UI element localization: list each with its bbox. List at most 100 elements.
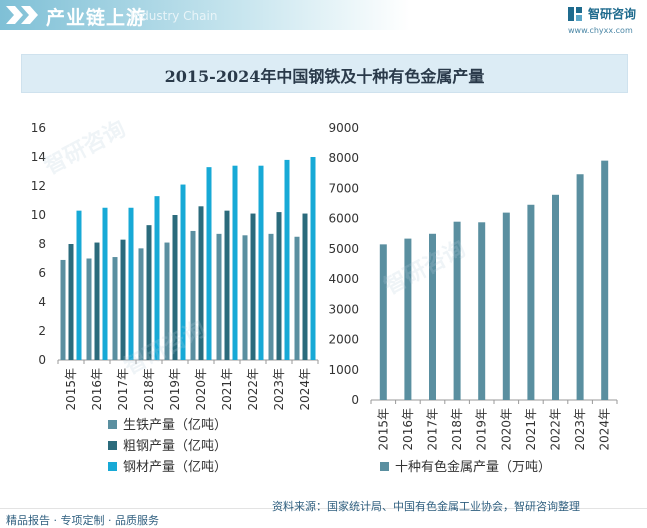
bar [206, 167, 212, 360]
y-tick-label: 4000 [328, 272, 359, 286]
y-tick-label: 10 [31, 208, 46, 222]
x-tick-label: 2024年 [598, 408, 612, 451]
bar [60, 259, 66, 360]
y-tick-label: 6 [38, 266, 46, 280]
x-tick-label: 2016年 [90, 368, 104, 411]
y-tick-label: 9000 [328, 121, 359, 135]
bar [268, 233, 274, 360]
bar [502, 212, 510, 400]
bar [379, 244, 387, 400]
chart-2: 0 1000 2000 3000 4000 5000 6000 7000 8000 9000 201… [328, 121, 618, 475]
bar [453, 221, 461, 400]
x-tick-label: 2022年 [246, 368, 260, 411]
y-tick-label: 2000 [328, 333, 359, 347]
bar [250, 213, 256, 360]
y-tick-label: 0 [38, 353, 46, 367]
bar [601, 160, 609, 400]
brand-url: www.chyxx.com [568, 26, 633, 35]
bar [258, 165, 264, 360]
chart-1: 0 2 4 6 8 10 12 14 16 2015年 2016年 2017年 2018年 2019年 20… [31, 121, 319, 475]
footer: 资料来源：国家统计局、中国有色金属工业协会，智研咨询整理 精品报告 · 专项定制… [0, 498, 647, 527]
bar [294, 236, 300, 360]
x-tick-label: 2019年 [475, 408, 489, 451]
bar [68, 244, 74, 360]
x-tick-label: 2020年 [499, 408, 513, 451]
bar [276, 212, 282, 360]
y-tick-label: 16 [31, 121, 46, 135]
bar [128, 207, 134, 360]
y-tick-label: 14 [31, 150, 46, 164]
x-tick-label: 2022年 [549, 408, 563, 451]
legend-label: 钢材产量（亿吨） [123, 460, 227, 475]
y-tick-label: 3000 [328, 302, 359, 316]
bar [224, 210, 230, 360]
bar [552, 194, 559, 400]
bar [190, 230, 196, 360]
bar [94, 242, 100, 360]
x-tick-label: 2023年 [272, 368, 286, 411]
header-watermark: Industry Chain [130, 9, 218, 23]
y-tick-label: 5000 [328, 242, 359, 256]
source-note: 资料来源：国家统计局、中国有色金属工业协会，智研咨询整理 [272, 500, 580, 513]
bar [86, 258, 92, 360]
bar [198, 206, 204, 360]
chart-title: 2015-2024年中国钢铁及十种有色金属产量 [164, 67, 485, 86]
bar [120, 239, 126, 360]
bar [138, 248, 144, 360]
x-tick-label: 2020年 [194, 368, 208, 411]
bar [404, 238, 412, 400]
bar [429, 233, 436, 400]
page-header: 产业链上游 Industry Chain 智研咨询 www.chyxx.com [0, 0, 647, 36]
legend-swatch [108, 462, 117, 471]
x-tick-label: 2015年 [64, 368, 78, 411]
legend-swatch [108, 420, 117, 429]
bar [216, 233, 222, 360]
bar [527, 204, 535, 400]
bar [576, 174, 584, 400]
x-tick-label: 2018年 [450, 408, 464, 451]
y-tick-label: 12 [31, 179, 46, 193]
bar [284, 159, 290, 360]
bar [302, 213, 308, 360]
x-tick-label: 2018年 [142, 368, 156, 411]
bar [232, 165, 238, 360]
legend-label: 粗钢产量（亿吨） [123, 439, 227, 454]
bar [146, 225, 152, 360]
services-tagline: 精品报告 · 专项定制 · 品质服务 [6, 514, 159, 527]
footer-divider [0, 508, 647, 509]
y-tick-label: 8 [38, 237, 46, 251]
y-tick-label: 2 [38, 324, 46, 338]
bar [102, 207, 108, 360]
x-tick-label: 2017年 [116, 368, 130, 411]
bar [76, 210, 82, 360]
x-tick-label: 2017年 [426, 408, 440, 451]
x-tick-label: 2015年 [376, 408, 390, 451]
y-tick-label: 7000 [328, 181, 359, 195]
legend-swatch [380, 462, 389, 471]
bar [478, 222, 486, 400]
header-band [0, 0, 410, 30]
y-tick-label: 1000 [328, 363, 359, 377]
legend-label: 生铁产量（亿吨） [123, 418, 227, 433]
brand-name: 智研咨询 [588, 7, 637, 21]
x-tick-label: 2019年 [168, 368, 182, 411]
double-chevron-icon [6, 6, 38, 24]
chart-title-box: 2015-2024年中国钢铁及十种有色金属产量 [21, 54, 628, 93]
bar [112, 257, 118, 360]
y-tick-label: 6000 [328, 212, 359, 226]
section-title: 产业链上游 [46, 7, 147, 29]
legend-label: 十种有色金属产量（万吨） [395, 459, 551, 475]
y-tick-label: 8000 [328, 151, 359, 165]
bar [154, 196, 160, 360]
legend-swatch [108, 441, 117, 450]
bar [242, 235, 248, 360]
x-tick-label: 2024年 [298, 368, 312, 411]
brand: 智研咨询 www.chyxx.com [568, 4, 647, 36]
bar [172, 215, 178, 360]
bar [180, 184, 186, 360]
bar [164, 242, 170, 360]
y-tick-label: 4 [38, 295, 46, 309]
x-tick-label: 2021年 [220, 368, 234, 411]
brand-logo-icon [568, 7, 582, 21]
